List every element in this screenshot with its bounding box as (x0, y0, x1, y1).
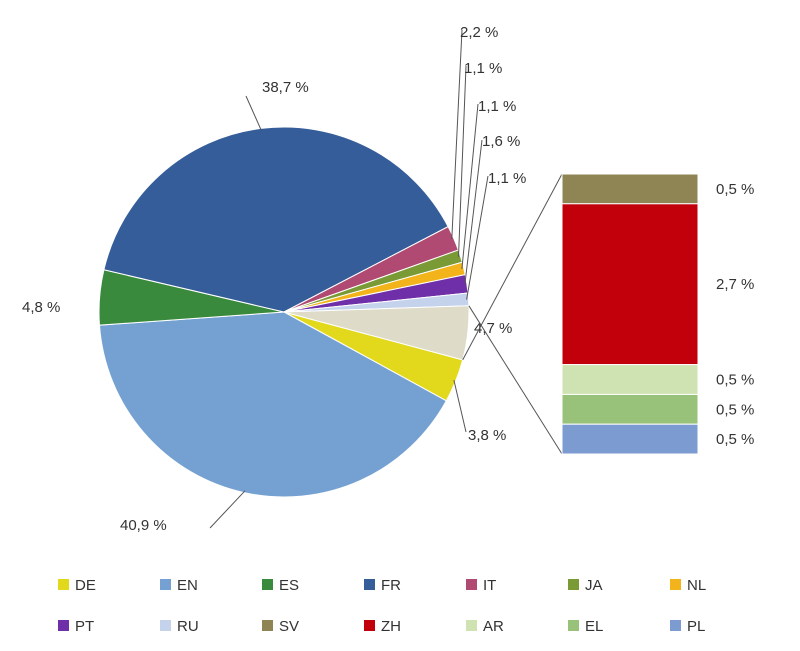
legend-label-fr: FR (381, 577, 401, 594)
slice-label-pt: 1,6 % (482, 133, 520, 150)
legend-swatch-en (160, 579, 171, 590)
leader-lines (209, 29, 489, 529)
breakdown-bar: 0,5 % 2,7 % 0,5 % 0,5 % 0,5 % (462, 173, 754, 455)
legend-swatch-sv (262, 620, 273, 631)
legend-label-it: IT (483, 577, 496, 594)
legend-label-nl: NL (687, 577, 706, 594)
breakdown-label-zh: 2,7 % (716, 276, 754, 293)
breakdown-segment-zh (561, 203, 699, 366)
slice-label-es: 4,8 % (22, 299, 60, 316)
legend-swatch-es (262, 579, 273, 590)
legend-label-ar: AR (483, 618, 504, 635)
legend-swatch-el (568, 620, 579, 631)
leader-line-nl (461, 103, 479, 269)
leader-line-ja (458, 65, 467, 257)
slice-label-de: 3,8 % (468, 427, 506, 444)
legend-swatch-ar (466, 620, 477, 631)
legend-label-el: EL (585, 618, 603, 635)
breakdown-connector-top (462, 173, 563, 361)
legend-swatch-pt (58, 620, 69, 631)
legend-swatch-pl (670, 620, 681, 631)
breakdown-label-ar: 0,5 % (716, 372, 754, 389)
legend-label-ja: JA (585, 577, 603, 594)
leader-line-en (209, 490, 246, 529)
legend-swatch-nl (670, 579, 681, 590)
slice-labels: 3,8 % 40,9 % 4,8 % 38,7 % 2,2 % 1,1 % 1,1 % 1,6… (22, 24, 526, 534)
slice-label-fr: 38,7 % (262, 79, 309, 96)
slice-label-en: 40,9 % (120, 517, 167, 534)
leader-line-fr (245, 95, 262, 131)
legend-label-zh: ZH (381, 618, 401, 635)
leader-line-it (451, 29, 463, 240)
legend-label-sv: SV (279, 618, 299, 635)
breakdown-segment-ar (561, 364, 699, 395)
legend-label-ru: RU (177, 618, 199, 635)
legend: DE EN ES FR IT JA NL PT RU SV ZH AR EL PL (58, 577, 706, 635)
pie-slice-fr (103, 126, 449, 313)
legend-swatch-zh (364, 620, 375, 631)
pie-slice-en (98, 311, 447, 498)
leader-line-de (453, 379, 467, 433)
slice-label-ru: 1,1 % (488, 170, 526, 187)
breakdown-label-pl: 0,5 % (716, 431, 754, 448)
legend-swatch-fr (364, 579, 375, 590)
slice-label-nl: 1,1 % (478, 98, 516, 115)
leader-line-ru (466, 175, 489, 300)
legend-label-pl: PL (687, 618, 705, 635)
leader-line-pt (464, 139, 483, 285)
legend-label-en: EN (177, 577, 198, 594)
slice-label-ja: 1,1 % (464, 60, 502, 77)
legend-label-es: ES (279, 577, 299, 594)
breakdown-segment-sv (561, 173, 699, 205)
breakdown-label-el: 0,5 % (716, 401, 754, 418)
legend-label-de: DE (75, 577, 96, 594)
breakdown-connector-bottom (468, 305, 563, 455)
pie (98, 126, 470, 498)
legend-swatch-it (466, 579, 477, 590)
legend-label-pt: PT (75, 618, 94, 635)
breakdown-segment-pl (561, 423, 699, 455)
breakdown-label-sv: 0,5 % (716, 181, 754, 198)
slice-label-it: 2,2 % (460, 24, 498, 41)
legend-swatch-de (58, 579, 69, 590)
breakdown-segment-el (561, 393, 699, 425)
slice-label-other: 4,7 % (474, 320, 512, 337)
legend-swatch-ru (160, 620, 171, 631)
legend-swatch-ja (568, 579, 579, 590)
